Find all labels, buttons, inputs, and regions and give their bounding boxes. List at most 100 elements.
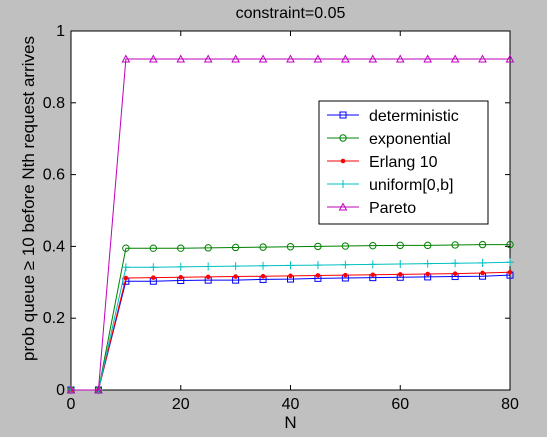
legend-item-exponential: exponential xyxy=(327,131,451,148)
legend-swatch-marker xyxy=(340,158,346,164)
data-point-exponential xyxy=(478,240,487,249)
data-point-pareto xyxy=(423,54,433,63)
data-point-erlang-10 xyxy=(260,273,266,279)
data-point-exponential xyxy=(314,242,322,251)
series-line-pareto xyxy=(71,58,510,391)
data-point-exponential xyxy=(369,241,377,250)
data-point-exponential xyxy=(177,244,185,252)
legend-label: Erlang 10 xyxy=(369,154,438,171)
y-tick-label: 1 xyxy=(56,23,65,40)
data-point-uniform-0-b xyxy=(506,258,514,267)
data-point-uniform-0-b xyxy=(451,259,460,268)
legend-label: deterministic xyxy=(369,108,459,125)
x-axis-label: N xyxy=(284,413,296,432)
data-point-erlang-10 xyxy=(178,274,184,280)
data-point-exponential xyxy=(231,243,240,252)
legend-item-pareto: Pareto xyxy=(327,200,416,217)
series-exponential xyxy=(67,240,514,394)
y-tick-label: 0 xyxy=(56,382,65,399)
data-point-pareto xyxy=(176,54,186,63)
data-point-exponential xyxy=(122,244,130,252)
legend-box xyxy=(318,100,489,225)
x-tick-label: 80 xyxy=(501,396,519,413)
series-line-deterministic xyxy=(71,274,511,391)
data-point-exponential xyxy=(149,244,158,252)
legend-swatch-marker xyxy=(339,111,347,119)
legend-item-erlang-10: Erlang 10 xyxy=(327,154,438,171)
data-point-erlang-10 xyxy=(315,273,321,278)
data-point-pareto xyxy=(395,54,405,63)
series-pareto xyxy=(66,54,515,394)
y-tick-label: 0.2 xyxy=(43,310,65,327)
legend-label: uniform[0,b] xyxy=(369,177,453,194)
data-point-erlang-10 xyxy=(425,271,430,277)
data-point-pareto xyxy=(121,54,131,63)
data-point-pareto xyxy=(478,54,487,63)
legend-swatch-marker xyxy=(339,180,347,188)
data-point-pareto xyxy=(341,54,350,63)
legend: deterministic exponential Erlang 10 uniform… xyxy=(318,100,489,225)
data-point-erlang-10 xyxy=(507,269,513,275)
data-point-exponential xyxy=(204,244,212,252)
data-point-pareto xyxy=(286,54,295,63)
y-tick-label: 0.4 xyxy=(43,238,65,255)
legend-swatch-marker xyxy=(339,134,347,142)
data-point-exponential xyxy=(341,242,350,250)
y-tick-label: 0.8 xyxy=(43,95,65,112)
data-point-pareto xyxy=(450,54,460,63)
data-point-uniform-0-b xyxy=(259,261,268,270)
x-tick-label: 40 xyxy=(282,396,300,413)
data-point-exponential xyxy=(451,241,459,249)
data-point-erlang-10 xyxy=(452,271,458,276)
x-tick-label: 20 xyxy=(172,396,190,413)
data-point-erlang-10 xyxy=(151,275,156,280)
legend-item-uniform-0-b: uniform[0,b] xyxy=(327,177,453,194)
legend-label: exponential xyxy=(369,131,451,148)
data-point-pareto xyxy=(231,54,240,63)
x-tick-label: 0 xyxy=(67,396,76,413)
data-point-pareto xyxy=(148,54,158,63)
data-point-exponential xyxy=(423,241,432,250)
data-point-uniform-0-b xyxy=(204,262,213,271)
data-point-uniform-0-b xyxy=(341,260,350,269)
data-point-erlang-10 xyxy=(370,272,376,278)
data-point-erlang-10 xyxy=(343,272,348,278)
data-point-erlang-10 xyxy=(480,270,485,276)
data-point-uniform-0-b xyxy=(121,263,130,272)
data-point-pareto xyxy=(505,54,515,63)
data-point-uniform-0-b xyxy=(396,259,405,268)
data-point-uniform-0-b xyxy=(478,258,487,267)
data-point-uniform-0-b xyxy=(313,261,322,270)
data-point-pareto xyxy=(368,54,378,63)
data-point-uniform-0-b xyxy=(286,261,295,270)
series-line-exponential xyxy=(71,244,510,391)
data-point-erlang-10 xyxy=(288,273,293,279)
y-tick-label: 0.6 xyxy=(43,167,65,184)
y-axis-label: prob queue ≥ 10 before Nth request arriv… xyxy=(19,36,38,361)
data-point-uniform-0-b xyxy=(423,259,432,268)
data-point-pareto xyxy=(313,54,323,63)
legend-swatch-marker xyxy=(338,202,348,211)
chart-title: constraint=0.05 xyxy=(236,5,346,22)
data-point-uniform-0-b xyxy=(149,263,158,272)
data-point-pareto xyxy=(258,54,268,63)
data-point-pareto xyxy=(203,54,213,63)
data-point-uniform-0-b xyxy=(231,262,240,271)
data-point-erlang-10 xyxy=(233,274,238,279)
data-point-pareto xyxy=(94,385,103,394)
data-point-erlang-10 xyxy=(123,275,129,281)
data-point-exponential xyxy=(396,241,404,250)
data-point-uniform-0-b xyxy=(176,262,185,271)
legend-label: Pareto xyxy=(369,200,416,217)
axes: 0 20 40 60 80 0 0.2 0.4 0.6 0.8 1 xyxy=(43,23,519,413)
x-tick-label: 60 xyxy=(391,396,409,413)
data-point-exponential xyxy=(259,243,267,251)
legend-item-deterministic: deterministic xyxy=(327,108,459,125)
data-point-exponential xyxy=(506,240,514,249)
data-point-erlang-10 xyxy=(397,272,403,277)
data-point-uniform-0-b xyxy=(368,260,377,269)
series-erlang-10 xyxy=(68,269,513,393)
data-point-pareto xyxy=(66,385,76,394)
